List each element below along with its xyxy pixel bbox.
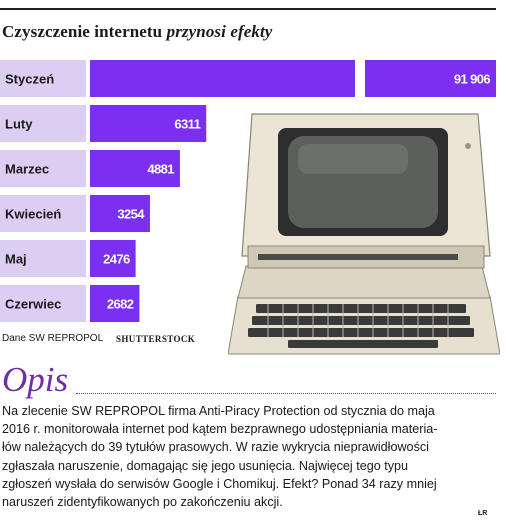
photo-credit: SHUTTERSTOCK [116, 334, 196, 344]
bar-chart-svg: Styczeń 91 906 Luty 6311 Marzec 4881 Kwiecień 3… [0, 60, 496, 322]
category-label-box [0, 285, 86, 322]
bar-chart: Styczeń 91 906 Luty 6311 Marzec 4881 Kwiecień 3… [0, 60, 500, 330]
chart-title: Czyszczenie internetu przynosi efekty [2, 22, 273, 41]
category-label-box [0, 105, 86, 142]
title-emphasis: przynosi efekty [166, 22, 273, 41]
category-label: Czerwiec [5, 297, 61, 312]
body-line: 2016 r. monitorowała internet pod kątem … [2, 422, 438, 437]
category-label-box [0, 240, 86, 277]
data-source: Dane SW REPROPOL [2, 333, 104, 344]
body-line: łów należących do 39 tytułów prasowych. … [2, 440, 429, 455]
bar [90, 285, 140, 322]
bar [90, 240, 136, 277]
category-label: Luty [5, 117, 33, 132]
section-heading: Opis [2, 360, 69, 399]
axis-break-gap [355, 60, 365, 99]
category-label: Kwiecień [5, 207, 61, 222]
vintage-computer-image [228, 113, 500, 355]
author-initials: ŁR [478, 510, 488, 517]
bar [90, 60, 496, 97]
body-line: naruszeń zidentyfikowanych po zakończeni… [2, 495, 283, 510]
category-label: Maj [5, 252, 27, 267]
bar-value-label: 3254 [117, 207, 145, 222]
category-label-box [0, 60, 86, 97]
bar [90, 105, 207, 142]
bar-value-label: 6311 [174, 117, 200, 132]
body-line: zgłoszeń wysłała do serwisów Google i Ch… [2, 476, 437, 491]
bar-value-label: 91 906 [454, 72, 491, 87]
body-line: Na zlecenie SW REPROPOL firma Anti-Pirac… [2, 404, 435, 418]
top-rule [0, 8, 496, 10]
body-line: zgłaszała naruszenie, domagając się jego… [2, 458, 409, 473]
bar-value-label: 2476 [103, 252, 130, 267]
description-paragraph: Na zlecenie SW REPROPOL firma Anti-Pirac… [2, 402, 496, 511]
category-label: Styczeń [5, 72, 54, 87]
bar [90, 150, 180, 187]
category-label-box [0, 195, 86, 232]
category-label-box [0, 150, 86, 187]
bar-value-label: 4881 [147, 162, 174, 177]
category-label: Marzec [5, 162, 49, 177]
bar [90, 195, 150, 232]
heading-rule [76, 393, 496, 394]
bar-value-label: 2682 [107, 297, 134, 312]
